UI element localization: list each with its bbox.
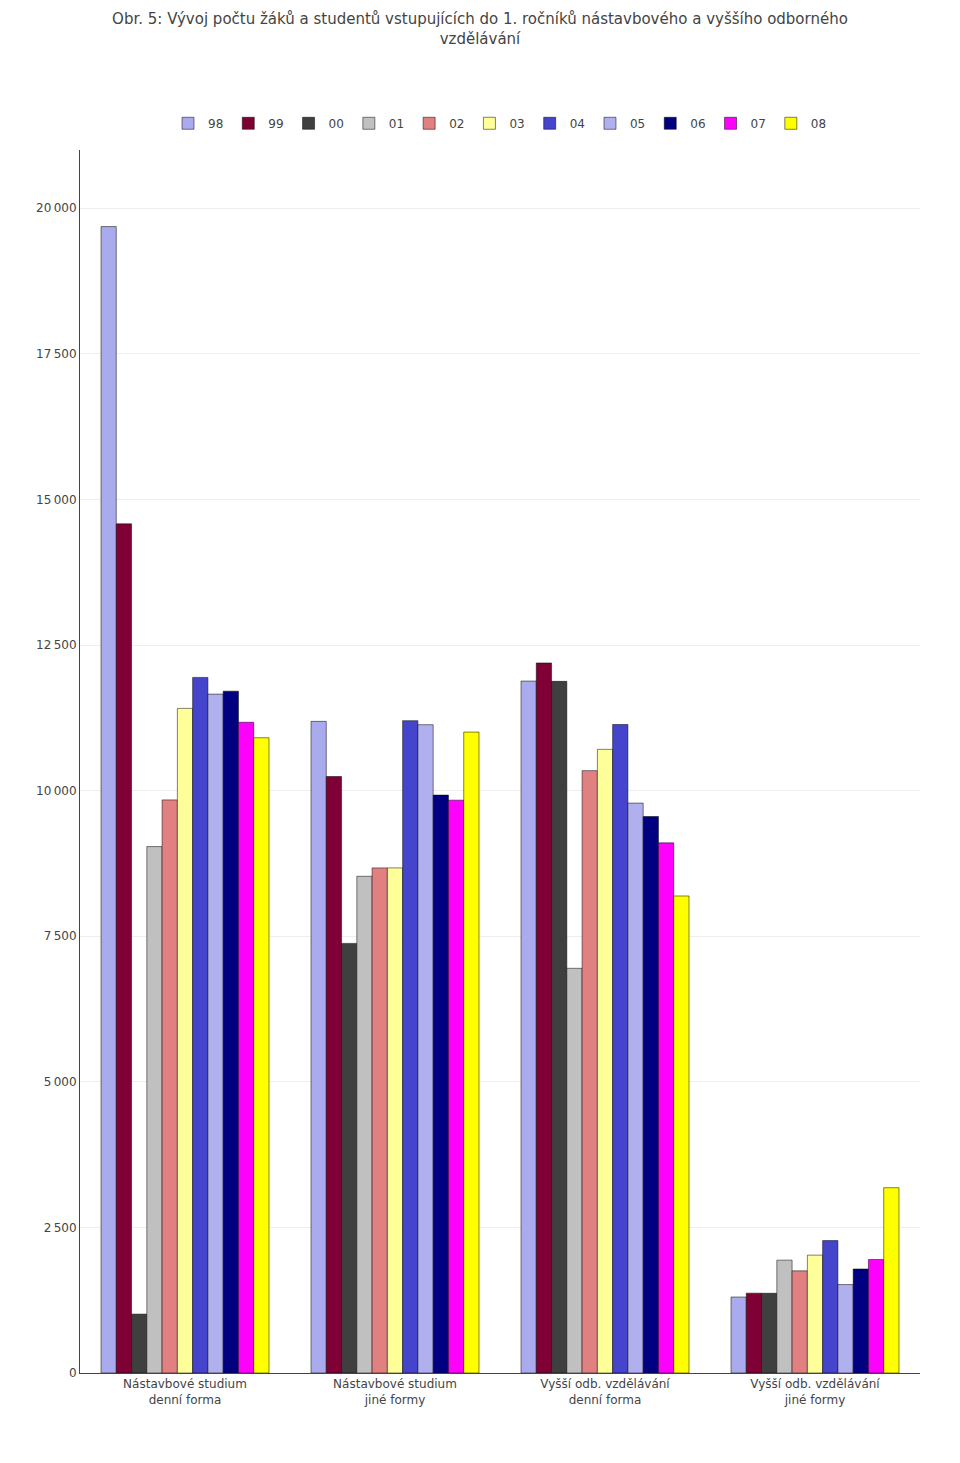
svg-text:7 500: 7 500 [44,929,77,943]
svg-text:17 500: 17 500 [36,347,77,361]
svg-text:07: 07 [751,117,766,131]
svg-text:08: 08 [811,117,826,131]
svg-text:Vyšší odb. vzdělávánídenní for: Vyšší odb. vzdělávánídenní forma [540,1377,670,1407]
svg-text:06: 06 [690,117,705,131]
svg-text:Obr. 5: Vývoj počtu žáků a stu: Obr. 5: Vývoj počtu žáků a studentů vstu… [112,10,848,48]
svg-text:20 000: 20 000 [36,201,77,215]
svg-text:02: 02 [449,117,464,131]
svg-text:98: 98 [208,117,223,131]
svg-text:5 000: 5 000 [44,1075,77,1089]
svg-text:05: 05 [630,117,645,131]
svg-text:15 000: 15 000 [36,493,77,507]
svg-text:0: 0 [69,1366,77,1380]
svg-text:04: 04 [570,117,585,131]
svg-text:99: 99 [268,117,283,131]
svg-text:Nástavbové studiumjiné formy: Nástavbové studiumjiné formy [333,1377,457,1407]
svg-text:Vyšší odb. vzděláváníjiné form: Vyšší odb. vzděláváníjiné formy [750,1377,880,1407]
svg-text:10 000: 10 000 [36,784,77,798]
svg-text:01: 01 [389,117,404,131]
svg-text:12 500: 12 500 [36,638,77,652]
svg-text:Nástavbové studiumdenní forma: Nástavbové studiumdenní forma [123,1377,247,1407]
svg-text:00: 00 [329,117,344,131]
svg-text:03: 03 [509,117,524,131]
svg-text:2 500: 2 500 [44,1221,77,1235]
